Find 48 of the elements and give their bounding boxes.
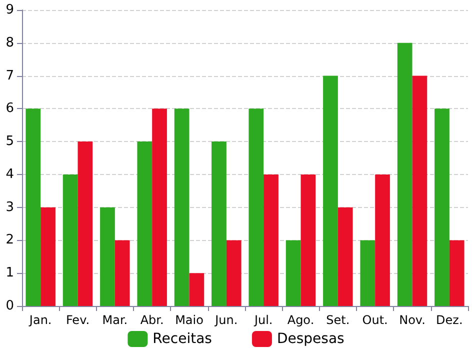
- x-tick-label: Ago.: [287, 313, 314, 327]
- y-tick-label: 9: [6, 2, 14, 18]
- y-tick-label: 7: [6, 68, 14, 84]
- legend-label: Receitas: [152, 331, 212, 347]
- x-tick-label: Jan.: [28, 313, 52, 327]
- bar: [62, 174, 78, 306]
- bar: [300, 174, 316, 306]
- bar: [26, 108, 41, 306]
- bar: [189, 273, 204, 306]
- y-tick-label: 3: [6, 200, 14, 215]
- y-tick-label: 6: [6, 101, 14, 116]
- bar: [412, 76, 428, 306]
- x-tick-label: Set.: [326, 313, 350, 327]
- y-tick-label: 5: [6, 134, 14, 150]
- legend-label: Despesas: [276, 331, 344, 347]
- x-tick-label: Fev.: [66, 313, 90, 327]
- bar: [286, 240, 301, 306]
- bar: [397, 42, 412, 306]
- x-tick-label: Jul.: [253, 313, 273, 327]
- x-tick-label: Out.: [362, 313, 388, 327]
- bar: [100, 207, 115, 306]
- bar: [360, 240, 376, 306]
- x-tick-label: Maio: [175, 313, 204, 327]
- bar: [226, 240, 242, 306]
- bar: [174, 108, 190, 306]
- bar: [114, 240, 130, 306]
- bar: [338, 207, 353, 306]
- bar: [434, 108, 450, 306]
- y-tick-label: 8: [6, 35, 14, 50]
- y-tick-label: 1: [6, 266, 14, 281]
- bar: [78, 142, 93, 306]
- x-tick-label: Dez.: [436, 313, 463, 327]
- y-tick-label: 2: [6, 232, 14, 248]
- x-tick-label: Abr.: [140, 313, 164, 327]
- bar: [137, 142, 152, 306]
- y-tick-label: 4: [6, 166, 14, 182]
- bar: [375, 174, 390, 306]
- bar: [212, 142, 226, 306]
- bar: [40, 207, 56, 306]
- x-tick-label: Jun.: [214, 313, 238, 327]
- bar: [449, 240, 464, 306]
- bar: [248, 108, 264, 306]
- x-tick-label: Nov.: [399, 313, 426, 327]
- bar: [264, 174, 278, 306]
- x-tick-label: Mar.: [102, 313, 128, 327]
- bar: [152, 108, 167, 306]
- bar: [323, 76, 338, 306]
- y-tick-label: 0: [6, 298, 14, 314]
